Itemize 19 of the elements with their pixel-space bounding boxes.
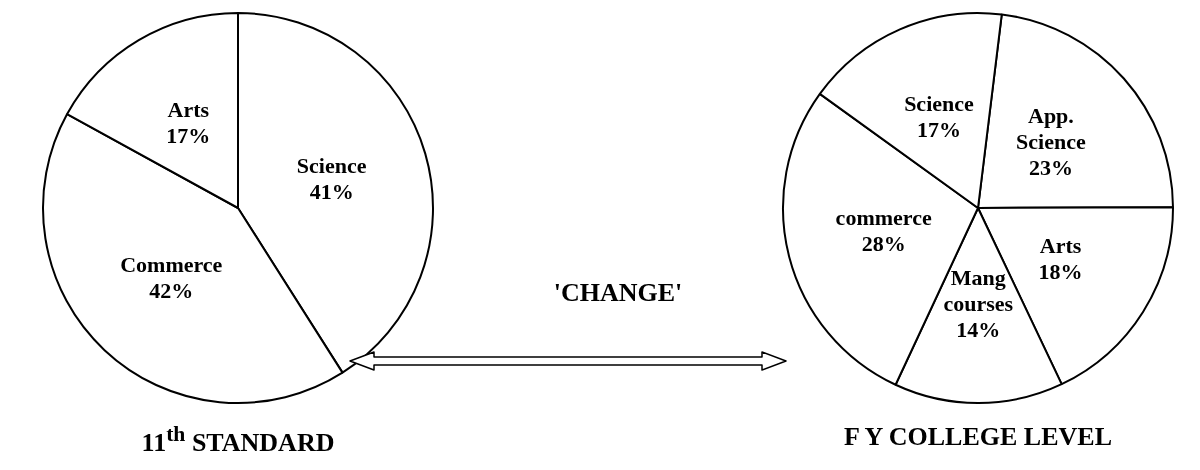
data-label: 14% xyxy=(956,317,1001,343)
text: F Y COLLEGE LEVEL xyxy=(843,422,1113,452)
data-label: 18% xyxy=(1038,258,1083,284)
data-label: 41% xyxy=(309,179,354,205)
slice-label: Commerce xyxy=(120,251,223,277)
data-label: 17% xyxy=(916,117,961,143)
slice-label: Science xyxy=(904,91,975,117)
slice-label: commerce xyxy=(835,205,932,231)
slice-label: App. Science xyxy=(1016,102,1086,154)
text: 'CHANGE' xyxy=(552,278,684,308)
slice-label: Science xyxy=(296,153,367,179)
slice-label: Arts xyxy=(1039,232,1082,258)
text: 11$^{th}$ STANDARD xyxy=(140,422,336,458)
data-label: 42% xyxy=(149,277,194,303)
data-label: 28% xyxy=(861,231,906,257)
data-label: 17% xyxy=(166,122,211,148)
slice-label: Arts xyxy=(167,96,210,122)
slice-label: Mang courses xyxy=(943,265,1014,317)
data-label: 23% xyxy=(1028,154,1073,180)
